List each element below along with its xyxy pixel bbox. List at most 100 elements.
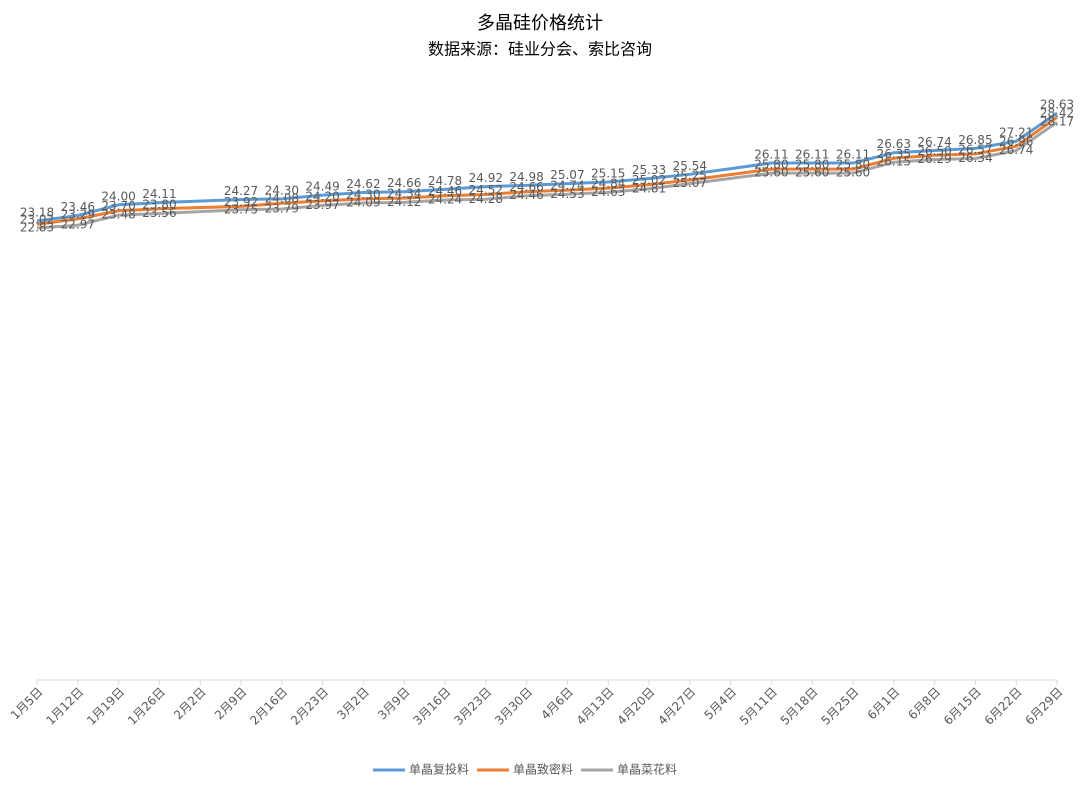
data-label: 24.74 [550, 179, 584, 193]
data-label: 24.46 [509, 188, 543, 202]
data-label: 24.92 [469, 171, 503, 185]
data-label: 24.78 [428, 174, 462, 188]
data-label: 24.49 [305, 180, 339, 194]
x-tick-label: 1月12日 [43, 685, 86, 728]
data-label: 23.29 [61, 207, 95, 221]
series-line [36, 121, 1058, 230]
chart-title: 多晶硅价格统计 [477, 13, 603, 34]
data-label: 25.60 [836, 166, 870, 180]
data-label: 24.20 [305, 189, 339, 203]
data-label: 23.79 [265, 201, 299, 215]
data-label: 27.21 [999, 126, 1033, 140]
data-label: 25.80 [836, 158, 870, 172]
data-label: 24.52 [469, 183, 503, 197]
data-label: 26.11 [754, 148, 788, 162]
data-label: 24.62 [346, 177, 380, 191]
x-tick-label: 6月1日 [865, 685, 903, 723]
data-label: 26.29 [917, 152, 951, 166]
series-line [36, 111, 1058, 223]
legend-label: 单晶菜花料 [617, 762, 677, 777]
x-tick-label: 5月11日 [737, 685, 780, 728]
legend-label: 单晶复投料 [409, 762, 469, 777]
x-tick-label: 2月16日 [247, 685, 290, 728]
data-label: 26.35 [877, 147, 911, 161]
x-tick-label: 4月20日 [615, 685, 658, 728]
data-label: 24.27 [224, 184, 258, 198]
x-tick-label: 1月19日 [84, 685, 127, 728]
data-label: 28.17 [1040, 115, 1074, 129]
x-tick-label: 6月15日 [941, 685, 984, 728]
data-label: 23.80 [142, 197, 176, 211]
data-label: 24.28 [469, 192, 503, 206]
x-tick-label: 2月2日 [171, 685, 209, 723]
x-tick-label: 1月26日 [125, 685, 168, 728]
data-label: 24.66 [509, 180, 543, 194]
data-label: 26.11 [795, 148, 829, 162]
data-label: 25.80 [754, 158, 788, 172]
data-label: 24.84 [591, 177, 625, 191]
data-label: 26.50 [917, 144, 951, 158]
x-tick-label: 5月18日 [778, 685, 821, 728]
data-label: 23.92 [224, 195, 258, 209]
data-label: 28.42 [1040, 106, 1074, 120]
data-label: 25.25 [673, 169, 707, 183]
data-label: 22.97 [61, 218, 95, 232]
data-label: 24.12 [387, 195, 421, 209]
data-label: 23.46 [61, 200, 95, 214]
data-label: 24.09 [346, 196, 380, 210]
x-tick-label: 4月27日 [655, 685, 698, 728]
x-tick-label: 6月8日 [906, 685, 944, 723]
x-tick-label: 2月9日 [212, 685, 250, 723]
x-tick-label: 4月6日 [538, 685, 576, 723]
data-label: 24.30 [346, 187, 380, 201]
data-label: 23.48 [101, 208, 135, 222]
data-label: 24.00 [101, 189, 135, 203]
data-label: 23.02 [20, 213, 54, 227]
x-tick-label: 3月9日 [375, 685, 413, 723]
data-label: 26.15 [877, 155, 911, 169]
chart-subtitle: 数据来源：硅业分会、索比咨询 [428, 40, 652, 59]
data-label: 25.33 [632, 163, 666, 177]
data-label: 24.08 [265, 192, 299, 206]
data-label: 25.15 [591, 167, 625, 181]
x-tick-label: 3月23日 [451, 685, 494, 728]
data-label: 24.30 [265, 183, 299, 197]
x-tick-label: 5月4日 [702, 685, 740, 723]
x-tick-label: 2月23日 [288, 685, 331, 728]
data-label: 23.18 [20, 206, 54, 220]
x-tick-label: 5月25日 [819, 685, 862, 728]
data-label: 24.11 [142, 187, 176, 201]
data-label: 24.24 [428, 193, 462, 207]
data-label: 28.63 [1040, 98, 1074, 112]
data-label: 25.60 [795, 166, 829, 180]
data-label: 24.46 [428, 184, 462, 198]
x-tick-label: 6月29日 [1023, 685, 1066, 728]
data-label: 26.85 [958, 133, 992, 147]
data-label: 26.74 [999, 143, 1033, 157]
x-tick-label: 1月5日 [8, 685, 46, 723]
data-label: 23.70 [101, 199, 135, 213]
legend-label: 单晶致密料 [513, 762, 573, 777]
data-label: 24.34 [387, 187, 421, 201]
x-tick-label: 3月30日 [492, 685, 535, 728]
data-label: 24.53 [550, 187, 584, 201]
data-label: 24.81 [632, 181, 666, 195]
data-label: 26.11 [836, 148, 870, 162]
data-label: 23.75 [224, 202, 258, 216]
data-label: 24.98 [509, 170, 543, 184]
data-label: 26.34 [958, 151, 992, 165]
data-label: 22.83 [20, 220, 54, 234]
data-label: 25.80 [795, 158, 829, 172]
data-label: 25.60 [754, 166, 788, 180]
data-label: 23.56 [142, 206, 176, 220]
data-label: 25.54 [673, 159, 707, 173]
series-line [36, 116, 1058, 226]
data-label: 25.02 [632, 173, 666, 187]
data-label: 25.07 [673, 176, 707, 190]
data-label: 23.97 [305, 198, 339, 212]
x-tick-label: 3月16日 [411, 685, 454, 728]
data-label: 25.07 [550, 168, 584, 182]
data-label: 26.63 [877, 137, 911, 151]
data-label: 26.96 [999, 135, 1033, 149]
